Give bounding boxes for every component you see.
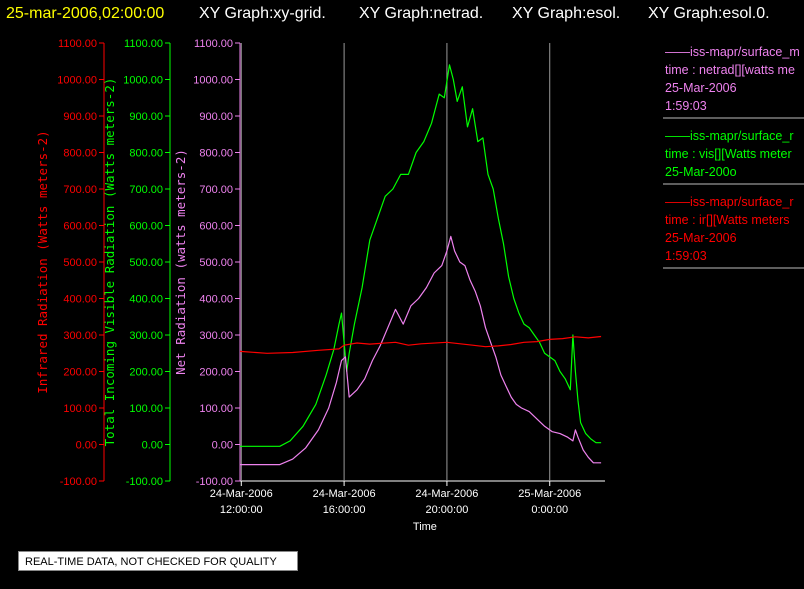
y-tick-label-ir: 1000.00	[57, 75, 97, 87]
x-tick-label-date: 24-Mar-2006	[210, 488, 273, 500]
axes-group: -100.00 0.00 100.00 200.00 300.00 400.00 500.0…	[35, 38, 605, 533]
y-tick-label-vis: 900.00	[129, 111, 163, 123]
graph-name-4: XY Graph:esol.0.	[648, 5, 770, 22]
y-tick-label-net: 100.00	[199, 403, 233, 415]
y-tick-label-vis: 500.00	[129, 257, 163, 269]
y-tick-label-vis: 800.00	[129, 148, 163, 160]
legend-entry-0-line: time : netrad[][watts me	[665, 63, 795, 77]
y-tick-label-vis: 300.00	[129, 330, 163, 342]
y-tick-label-ir: 1100.00	[58, 38, 97, 50]
y-tick-label-ir: 600.00	[63, 221, 97, 233]
y-tick-label-vis: 1100.00	[124, 38, 163, 50]
y-tick-label-vis: 600.00	[129, 221, 163, 233]
y-tick-label-ir: 500.00	[63, 257, 97, 269]
y-tick-label-vis: 400.00	[129, 294, 163, 306]
legend-entry-2-line: 1:59:03	[665, 249, 707, 263]
x-tick-label-time: 0:00:00	[531, 504, 568, 516]
series-line-vis	[240, 64, 602, 447]
y-tick-label-net: -100.00	[196, 476, 233, 488]
y-tick-label-net: 1100.00	[194, 38, 233, 50]
y-tick-label-ir: 0.00	[76, 440, 97, 452]
y-tick-label-net: 900.00	[199, 111, 233, 123]
legend-entry-1-line: ——iss-mapr/surface_r	[665, 129, 794, 143]
x-tick-label-date: 24-Mar-2006	[313, 488, 376, 500]
y-tick-label-vis: -100.00	[126, 476, 163, 488]
legend-entry-2-line: 25-Mar-2006	[665, 231, 737, 245]
y-axis-label-vis: Total Incoming Visible Radiation (Watts …	[102, 78, 117, 447]
legend-entry-0-line: ——iss-mapr/surface_m	[665, 45, 800, 59]
graph-name-1: XY Graph:xy-grid.	[199, 5, 326, 22]
y-tick-label-vis: 100.00	[129, 403, 163, 415]
x-axis-label: Time	[413, 521, 437, 533]
x-tick-label-date: 24-Mar-2006	[415, 488, 478, 500]
y-tick-label-ir: 100.00	[63, 403, 97, 415]
graph-name-3: XY Graph:esol.	[512, 5, 620, 22]
y-tick-label-ir: 200.00	[63, 367, 97, 379]
y-tick-label-net: 800.00	[199, 148, 233, 160]
x-tick-label-time: 20:00:00	[426, 504, 469, 516]
y-tick-label-net: 0.00	[212, 440, 233, 452]
y-tick-label-vis: 0.00	[142, 440, 163, 452]
y-axis-label-ir: Infrared Radiation (Watts meters-2)	[35, 130, 50, 393]
graph-name-2: XY Graph:netrad.	[359, 5, 483, 22]
legend-entry-1-line: 25-Mar-200o	[665, 165, 737, 179]
timestamp: 25-mar-2006,02:00:00	[6, 5, 164, 22]
y-axis-label-net: Net Radiation (watts meters-2)	[173, 149, 188, 375]
series-line-ir	[239, 335, 602, 354]
y-tick-label-ir: 800.00	[63, 148, 97, 160]
quality-notice: REAL-TIME DATA, NOT CHECKED FOR QUALITY	[18, 551, 298, 571]
y-tick-label-vis: 1000.00	[123, 75, 163, 87]
y-tick-label-vis: 700.00	[129, 184, 163, 196]
legend-entry-1-line: time : vis[][Watts meter	[665, 147, 792, 161]
grid-group	[240, 43, 551, 481]
x-tick-label-time: 12:00:00	[220, 504, 263, 516]
y-tick-label-net: 500.00	[199, 257, 233, 269]
y-tick-label-ir: 400.00	[63, 294, 97, 306]
y-tick-label-ir: -100.00	[60, 476, 97, 488]
series-group	[239, 64, 602, 466]
legend-entry-2-line: time : ir[][Watts meters	[665, 213, 790, 227]
y-tick-label-net: 700.00	[199, 184, 233, 196]
x-tick-label-time: 16:00:00	[323, 504, 366, 516]
y-tick-label-net: 400.00	[199, 294, 233, 306]
y-tick-label-net: 600.00	[199, 221, 233, 233]
y-tick-label-ir: 900.00	[63, 111, 97, 123]
y-tick-label-net: 300.00	[199, 330, 233, 342]
series-line-net	[240, 235, 602, 466]
legend-entry-0-line: 1:59:03	[665, 99, 707, 113]
legend-entry-0-line: 25-Mar-2006	[665, 81, 737, 95]
y-tick-label-vis: 200.00	[129, 367, 163, 379]
y-tick-label-net: 1000.00	[193, 75, 233, 87]
legend-entry-2-line: ——iss-mapr/surface_r	[665, 195, 794, 209]
x-tick-label-date: 25-Mar-2006	[518, 488, 581, 500]
y-tick-label-ir: 700.00	[63, 184, 97, 196]
y-tick-label-ir: 300.00	[63, 330, 97, 342]
y-tick-label-net: 200.00	[199, 367, 233, 379]
